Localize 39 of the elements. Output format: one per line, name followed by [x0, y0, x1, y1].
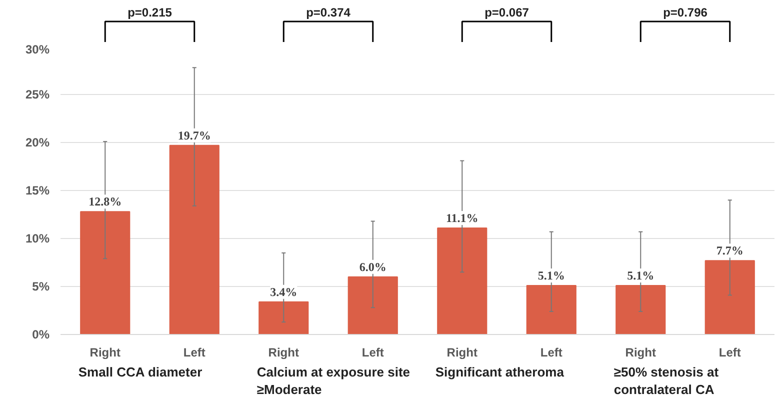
x-tick-label: Right — [90, 346, 120, 360]
y-tick-label: 15% — [25, 184, 50, 198]
text: p=0.796 — [663, 5, 708, 20]
y-tick-label: 0% — [32, 328, 50, 342]
data-label: 6.0% — [359, 260, 386, 274]
text: p=0.215 — [128, 5, 172, 20]
x-tick-label: Right — [268, 346, 299, 360]
bar — [348, 276, 398, 334]
bar — [258, 301, 309, 334]
x-tick-label: Left — [362, 346, 384, 360]
data-label: 11.1% — [446, 210, 478, 225]
x-tick-label: Left — [540, 346, 562, 360]
x-tick-label: Left — [718, 346, 741, 360]
data-label: 5.1% — [538, 268, 565, 283]
bar — [169, 144, 220, 334]
text: p=0.067 — [484, 5, 530, 20]
text: Significant atheroma — [435, 364, 565, 380]
bar — [526, 285, 576, 334]
data-label: 3.4% — [270, 284, 298, 299]
data-label: 12.8% — [88, 194, 122, 209]
text: Calcium at exposure site ≥Moderate — [256, 364, 410, 397]
y-tick-label: 5% — [32, 280, 50, 294]
text: ≥50% stenosis at contralateral CA — [614, 364, 720, 397]
data-label: 7.7% — [716, 244, 744, 258]
x-tick-label: Right — [446, 346, 478, 360]
text: p=0.374 — [306, 5, 351, 20]
y-tick-label: 30% — [25, 42, 50, 56]
y-tick-label: 20% — [25, 136, 50, 150]
bar — [437, 227, 488, 334]
data-label: 5.1% — [627, 268, 654, 283]
y-tick-label: 25% — [25, 88, 50, 102]
y-tick-label: 10% — [25, 232, 50, 246]
bar — [704, 260, 755, 334]
text: Small CCA diameter — [78, 364, 202, 380]
x-tick-label: Right — [625, 346, 656, 360]
bar — [616, 285, 666, 334]
x-tick-label: Left — [183, 346, 206, 360]
bar — [80, 211, 130, 334]
data-label: 19.7% — [178, 128, 211, 142]
